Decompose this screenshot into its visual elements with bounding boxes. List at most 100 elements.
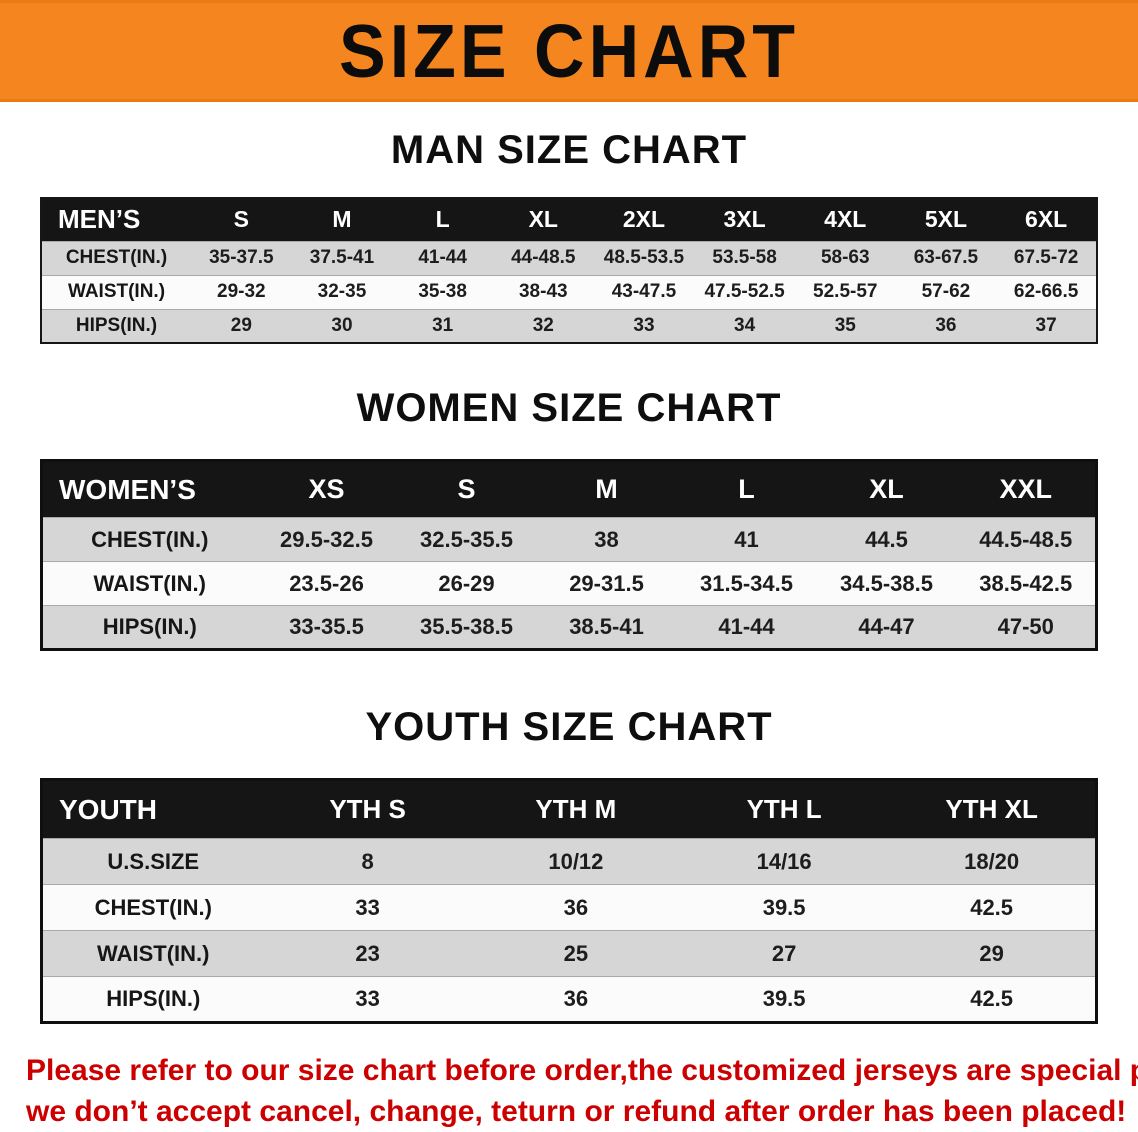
size-value-cell: 26-29: [438, 570, 495, 596]
table-row: U.S.SIZE 8 10/12 14/16 18/20: [41, 838, 1097, 885]
column-header: XS: [256, 460, 397, 518]
size-value-cell: 34.5-38.5: [840, 570, 933, 596]
size-value-cell: 44.5: [865, 526, 908, 552]
size-value-cell: 33: [355, 986, 380, 1011]
row-label: HIPS(IN.): [106, 986, 201, 1011]
women-size-table: WOMEN’S XS S M L XL XXL CHEST(IN.) 29.5-32.5 32.5…: [40, 459, 1098, 651]
size-value-cell: 33: [355, 894, 380, 920]
size-value-cell: 47.5-52.5: [704, 281, 785, 302]
size-value-cell: 27: [771, 940, 797, 966]
row-label: CHEST(IN.): [65, 247, 168, 268]
size-value-cell: 37.5-41: [309, 247, 375, 268]
size-value-cell: 36: [563, 894, 589, 920]
size-value-cell: 38: [594, 526, 619, 552]
column-header: M: [291, 198, 393, 241]
size-value-cell: 32.5-35.5: [420, 526, 513, 552]
row-label: WAIST(IN.): [93, 570, 206, 596]
table-row: CHEST(IN.) 35-37.5 37.5-41 41-44 44-48.5 48.5…: [41, 241, 1097, 275]
row-label: WAIST(IN.): [97, 940, 210, 966]
size-value-cell: 53.5-58: [712, 247, 777, 268]
table-header-row: YOUTH YTH S YTH M YTH L YTH XL: [41, 779, 1097, 839]
column-header: YTH XL: [888, 779, 1097, 839]
size-value-cell: 8: [361, 848, 374, 874]
table-row: HIPS(IN.) 29 30 31 32 33 34 35 36 37: [41, 309, 1097, 343]
size-value-cell: 42.5: [970, 986, 1014, 1011]
row-label: CHEST(IN.): [94, 894, 212, 920]
size-value-cell: 14/16: [756, 848, 812, 874]
size-value-cell: 32: [532, 314, 554, 336]
column-header: L: [676, 460, 817, 518]
size-value-cell: 29-32: [217, 281, 266, 302]
page-title: SIZE CHART: [339, 8, 799, 94]
size-value-cell: 48.5-53.5: [603, 247, 685, 268]
size-value-cell: 44-47: [858, 614, 915, 639]
column-header: S: [396, 460, 537, 518]
size-value-cell: 38.5-41: [569, 614, 644, 639]
women-section-heading: WOMEN SIZE CHART: [356, 386, 782, 430]
row-label: HIPS(IN.): [102, 614, 197, 639]
disclaimer: Please refer to our size chart before or…: [0, 1050, 1138, 1132]
column-header: 6XL: [996, 198, 1097, 241]
table-row: WAIST(IN.) 23.5-26 26-29 29-31.5 31.5-34.5 34…: [41, 561, 1097, 606]
banner: SIZE CHART: [0, 0, 1138, 102]
size-value-cell: 29-31.5: [569, 570, 644, 596]
size-value-cell: 62-66.5: [1013, 281, 1079, 302]
column-header: L: [392, 198, 493, 241]
size-value-cell: 39.5: [762, 986, 806, 1011]
size-value-cell: 43-47.5: [611, 281, 677, 302]
column-header: XXL: [956, 460, 1097, 518]
row-label: HIPS(IN.): [75, 314, 158, 336]
disclaimer-line-2: we don’t accept cancel, change, teturn o…: [26, 1095, 1127, 1128]
size-value-cell: 35: [834, 314, 856, 336]
table-header-row: MEN’S S M L XL 2XL 3XL 4XL 5XL 6XL: [41, 198, 1097, 241]
size-value-cell: 57-62: [921, 281, 971, 302]
table-title-cell: MEN’S: [41, 198, 191, 241]
size-value-cell: 47-50: [997, 614, 1054, 639]
row-label: U.S.SIZE: [107, 848, 200, 874]
size-value-cell: 52.5-57: [813, 281, 878, 302]
youth-size-table: YOUTH YTH S YTH M YTH L YTH XL U.S.SIZE 8 10/12…: [40, 778, 1098, 1024]
size-value-cell: 33-35.5: [289, 614, 364, 639]
table-row: WAIST(IN.) 29-32 32-35 35-38 38-43 43-47.5 47.…: [41, 275, 1097, 309]
table-row: WAIST(IN.) 23 25 27 29: [41, 930, 1097, 977]
table-row: CHEST(IN.) 33 36 39.5 42.5: [41, 884, 1097, 931]
size-value-cell: 23.5-26: [289, 570, 364, 596]
size-value-cell: 38.5-42.5: [979, 570, 1073, 596]
size-value-cell: 31: [432, 314, 454, 336]
size-value-cell: 29.5-32.5: [280, 526, 373, 552]
table-title-cell: YOUTH: [41, 779, 264, 839]
size-value-cell: 37: [1035, 314, 1057, 336]
size-value-cell: 44.5-48.5: [979, 526, 1073, 552]
size-value-cell: 35-38: [418, 281, 467, 302]
men-size-section: MAN SIZE CHART MEN’S S M L XL 2XL 3XL 4XL 5XL 6XL…: [0, 128, 1138, 344]
men-section-heading: MAN SIZE CHART: [390, 128, 748, 172]
size-value-cell: 33: [633, 314, 655, 336]
column-header: XL: [816, 460, 957, 518]
size-value-cell: 34: [734, 314, 756, 336]
size-value-cell: 35-37.5: [209, 247, 274, 268]
table-title-cell: WOMEN’S: [41, 460, 257, 518]
size-value-cell: 18/20: [964, 848, 1020, 874]
column-header: M: [536, 460, 677, 518]
row-label: WAIST(IN.): [67, 281, 166, 302]
size-value-cell: 41-44: [718, 614, 775, 639]
size-value-cell: 41-44: [418, 247, 467, 268]
column-header: S: [191, 198, 292, 241]
table-row: HIPS(IN.) 33-35.5 35.5-38.5 38.5-41 41-44 44-…: [41, 605, 1097, 650]
size-value-cell: 36: [935, 314, 957, 336]
size-value-cell: 44-48.5: [511, 247, 576, 268]
size-value-cell: 58-63: [820, 247, 870, 268]
size-value-cell: 31.5-34.5: [700, 570, 793, 596]
row-label: CHEST(IN.): [91, 526, 209, 552]
size-value-cell: 30: [331, 314, 353, 336]
size-value-cell: 39.5: [762, 894, 806, 920]
size-value-cell: 63-67.5: [913, 247, 979, 268]
column-header: XL: [492, 198, 594, 241]
column-header: 5XL: [895, 198, 997, 241]
column-header: YTH M: [471, 779, 680, 839]
size-value-cell: 41: [734, 526, 759, 552]
women-size-section: WOMEN SIZE CHART WOMEN’S XS S M L XL XXL CHEST(…: [0, 386, 1138, 651]
size-value-cell: 25: [563, 940, 589, 966]
column-header: 2XL: [593, 198, 695, 241]
